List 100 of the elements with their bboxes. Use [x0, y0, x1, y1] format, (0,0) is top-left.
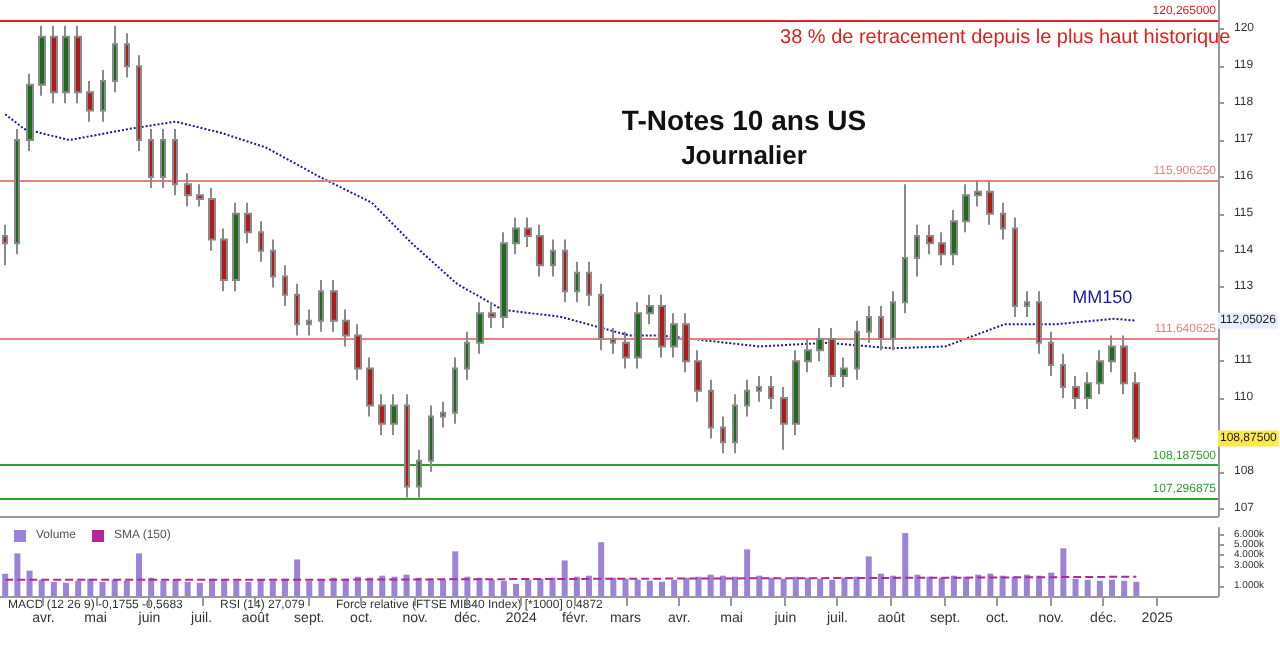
bar — [707, 574, 714, 596]
candlestick — [38, 24, 46, 97]
bar — [646, 580, 653, 596]
bar — [464, 576, 471, 596]
bar — [123, 580, 130, 596]
bar — [233, 580, 240, 596]
candlestick — [634, 301, 642, 370]
candlestick — [136, 54, 142, 153]
candlestick — [378, 393, 386, 436]
candlestick — [1000, 201, 1006, 241]
bar — [318, 579, 325, 596]
bar — [683, 577, 690, 596]
candlestick — [878, 304, 884, 352]
candlestick — [14, 128, 20, 256]
candlestick — [938, 231, 946, 267]
candlestick — [1120, 334, 1128, 396]
bar — [658, 581, 665, 596]
bar — [1109, 579, 1116, 596]
series-label: MM150 — [1072, 286, 1133, 307]
candlestick — [258, 220, 264, 263]
candlestick — [792, 349, 800, 436]
candlestick — [244, 201, 252, 245]
bar — [853, 576, 860, 596]
bar — [136, 553, 142, 596]
candlestick — [890, 290, 896, 352]
candlestick — [50, 24, 58, 105]
bar — [573, 576, 580, 596]
candlestick — [598, 282, 604, 352]
candlestick — [330, 279, 338, 333]
bar — [549, 577, 556, 596]
bar — [1072, 578, 1079, 596]
bar — [269, 580, 276, 596]
candlestick — [500, 231, 508, 330]
candlestick — [196, 183, 204, 208]
bar — [865, 556, 872, 596]
candlestick — [124, 32, 130, 79]
bar — [695, 576, 702, 596]
bar — [1011, 576, 1018, 596]
candlestick — [586, 260, 592, 307]
bar — [476, 577, 483, 596]
candlestick — [854, 319, 860, 381]
candlestick — [720, 415, 726, 455]
bar — [2, 573, 9, 596]
candlestick — [950, 209, 958, 267]
candlestick — [428, 404, 434, 473]
bar — [452, 551, 459, 596]
bar — [622, 578, 629, 596]
candlestick — [342, 308, 350, 348]
bar — [87, 578, 94, 596]
bar — [221, 579, 228, 596]
text: Journalier — [681, 140, 807, 170]
candlestick — [62, 24, 70, 105]
candlestick — [100, 69, 106, 123]
bar — [75, 580, 82, 596]
bar — [768, 577, 775, 596]
candlestick — [622, 330, 630, 370]
bar — [257, 579, 264, 596]
candlestick — [390, 393, 398, 436]
bar — [792, 576, 799, 596]
bar — [975, 574, 982, 596]
candlestick — [1084, 371, 1092, 411]
bar — [999, 575, 1006, 596]
candlestick — [172, 128, 178, 197]
candlestick — [756, 374, 762, 403]
candlestick — [744, 378, 750, 418]
candlestick — [902, 183, 908, 315]
bar — [950, 575, 957, 596]
bar — [938, 577, 945, 596]
candlestick — [1024, 290, 1030, 318]
bar — [634, 579, 641, 596]
bar — [817, 578, 824, 596]
candlestick — [208, 186, 216, 252]
candlestick — [112, 24, 118, 94]
bar — [598, 542, 605, 596]
bar — [744, 549, 751, 596]
bar — [427, 578, 434, 596]
candlestick — [86, 80, 94, 123]
candlestick — [148, 128, 154, 189]
candlestick — [160, 128, 166, 189]
candlestick — [416, 448, 422, 499]
bar — [537, 578, 544, 596]
bar — [671, 579, 678, 596]
annotation: 38 % de retracement depuis le plus haut historique — [780, 27, 1232, 49]
candlestick — [804, 338, 812, 374]
candlestick — [1048, 330, 1054, 377]
bar — [63, 582, 70, 596]
candlestick — [1072, 374, 1080, 411]
candlestick — [914, 223, 920, 278]
candlestick — [732, 393, 738, 455]
bar — [513, 583, 520, 596]
bar — [488, 579, 495, 596]
candlestick — [488, 301, 496, 330]
bar — [890, 575, 897, 596]
candlestick — [926, 223, 934, 256]
candlestick — [1132, 371, 1140, 444]
bar — [525, 579, 532, 596]
bar — [403, 574, 410, 596]
bar — [586, 575, 593, 596]
bar — [841, 577, 848, 596]
candlestick — [1012, 216, 1018, 318]
